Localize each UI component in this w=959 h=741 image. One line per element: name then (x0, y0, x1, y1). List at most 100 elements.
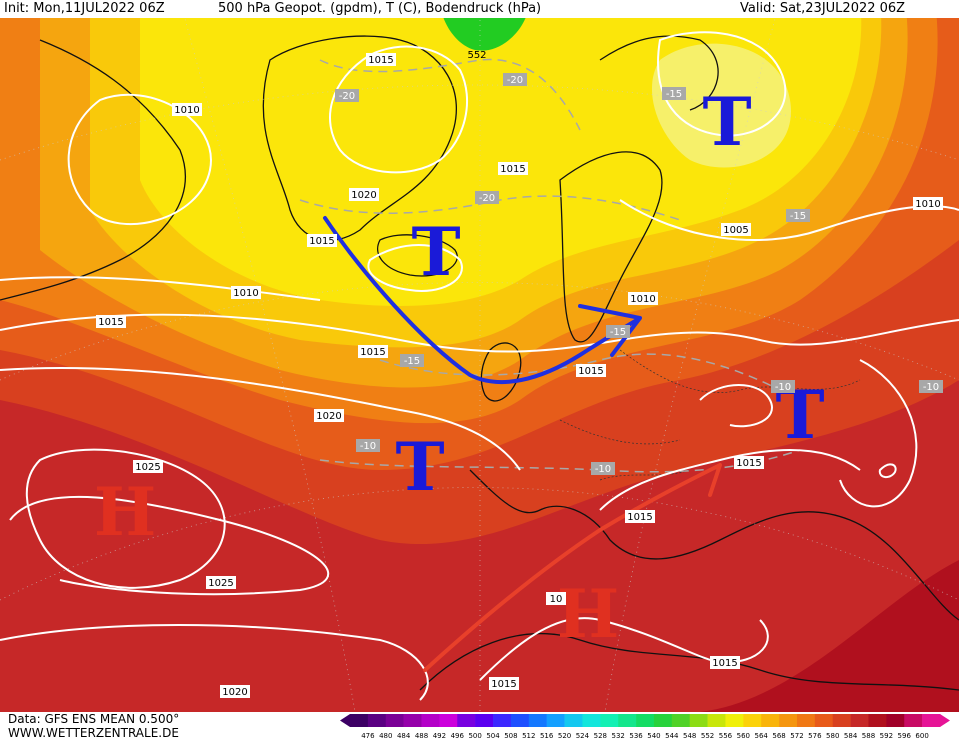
legend-color-cell (707, 714, 726, 727)
legend-tick-label: 536 (629, 732, 643, 740)
legend-color-cell (743, 714, 762, 727)
legend-color-cell (689, 714, 708, 727)
isobar-small-closed (878, 463, 897, 478)
geopotential-label: 552 (467, 50, 486, 61)
legend-tick-label: 544 (665, 732, 679, 740)
temperature-label: -20 (339, 91, 355, 102)
legend-tick-label: 500 (468, 732, 481, 740)
temperature-label: -10 (775, 382, 791, 393)
mediterranean-north-coast (469, 469, 959, 621)
isobar-label: 1015 (491, 679, 516, 690)
legend-color-cell (546, 714, 565, 727)
north-america-coast (0, 39, 186, 301)
legend-color-cells (340, 714, 950, 727)
legend-tick-label: 476 (361, 732, 375, 740)
legend-color-cell (439, 714, 458, 727)
map-title: 500 hPa Geopot. (gpdm), T (C), Bodendruc… (218, 1, 542, 16)
temperature-label: -15 (404, 356, 420, 367)
legend-color-cell (636, 714, 655, 727)
legend-tick-label: 504 (486, 732, 500, 740)
isobar-label: 1025 (208, 578, 233, 589)
warm-front-south (423, 463, 722, 672)
legend-tick-labels: 476 480 484 488 492 496 500 504 508 512 516 520 524 5… (361, 732, 929, 740)
legend-color-cell (868, 714, 887, 727)
legend-color-cell (457, 714, 476, 727)
legend-tick-label: 552 (701, 732, 714, 740)
isobar-label: 1025 (135, 462, 160, 473)
isobar-label: 1010 (915, 199, 940, 210)
legend-color-cell (403, 714, 422, 727)
legend-color-cell (814, 714, 834, 727)
isotherms (299, 58, 801, 473)
low-marker-biscay: T (395, 428, 444, 506)
legend-color-cell (922, 714, 941, 727)
legend-color-cell (886, 714, 905, 727)
temperature-label: -15 (610, 327, 626, 338)
legend-color-cell (367, 714, 387, 727)
isobar-1010-atlantic (0, 276, 321, 301)
isobar-label: 1015 (368, 55, 393, 66)
isobar-russia-low-inner (657, 31, 787, 137)
country-borders (559, 349, 861, 481)
greenland-coast (262, 35, 457, 241)
novaya-zemlya-coast (599, 35, 719, 111)
africa-north-coast (419, 632, 959, 691)
temperature-label: -10 (360, 441, 376, 452)
scandinavia-coast (559, 151, 663, 343)
legend-tick-label: 508 (504, 732, 517, 740)
isobar-1020 (0, 367, 521, 471)
fronts (323, 216, 722, 672)
field-pale-yellow (651, 43, 791, 168)
legend-tick-label: 480 (379, 732, 392, 740)
legend-tick-label: 568 (772, 732, 785, 740)
legend-tick-label: 532 (611, 732, 624, 740)
temperature-label: -20 (507, 75, 523, 86)
legend-color-cell (600, 714, 619, 727)
isobar-labels: 1015 1010 1020 1015 1010 1015 1015 1005 … (96, 53, 943, 698)
isobar-label: 1015 (500, 164, 525, 175)
legend-tick-label: 560 (737, 732, 750, 740)
legend-tick-label: 556 (719, 732, 733, 740)
isobar-label: 1020 (351, 190, 376, 201)
isobar-label: 10 (550, 594, 563, 605)
legend-tick-label: 540 (647, 732, 660, 740)
legend-color-cell (725, 714, 744, 727)
legend-tick-label: 496 (451, 732, 465, 740)
legend-tick-label: 484 (397, 732, 411, 740)
legend-arrow-left (340, 714, 350, 727)
isobar-iceland-low (367, 244, 463, 292)
legend-color-cell (493, 714, 512, 727)
legend-color-cell (779, 714, 798, 727)
isobar-label: 1015 (627, 512, 652, 523)
legend-color-cell (510, 714, 530, 727)
temperature-labels: -20 -20 -15 -20 -15 -15 -15 -10 -10 -10 … (335, 73, 943, 475)
legend-tick-label: 576 (808, 732, 822, 740)
legend-color-cell (653, 714, 673, 727)
legend-arrow-right (940, 714, 950, 727)
legend-tick-label: 592 (880, 732, 893, 740)
legend-color-cell (528, 714, 547, 727)
isobar-1015-north (0, 313, 959, 353)
isobar-label: 1010 (233, 288, 258, 299)
isobar-1025-inner (25, 448, 226, 589)
low-marker-russia: T (702, 83, 751, 161)
isobar-1015-africa (479, 617, 769, 681)
high-marker-azores: H (94, 473, 156, 551)
isobar-label: 1015 (578, 366, 603, 377)
legend-tick-label: 520 (558, 732, 571, 740)
legend-color-cell (850, 714, 869, 727)
color-scale-legend: 476 480 484 488 492 496 500 504 508 512 516 520 524 5… (340, 714, 950, 740)
temperature-label: -20 (479, 193, 495, 204)
isobar-label: 1020 (222, 687, 247, 698)
data-source: Data: GFS ENS MEAN 0.500° (8, 712, 180, 726)
legend-color-cell (618, 714, 637, 727)
isobar-label: 1010 (630, 294, 655, 305)
legend-tick-label: 512 (522, 732, 535, 740)
pressure-system-letters: T T T T H H (94, 83, 825, 653)
isobar-1015-med (599, 449, 861, 511)
isobar-label: 1010 (174, 105, 199, 116)
isobar-greenland-high (329, 45, 468, 174)
